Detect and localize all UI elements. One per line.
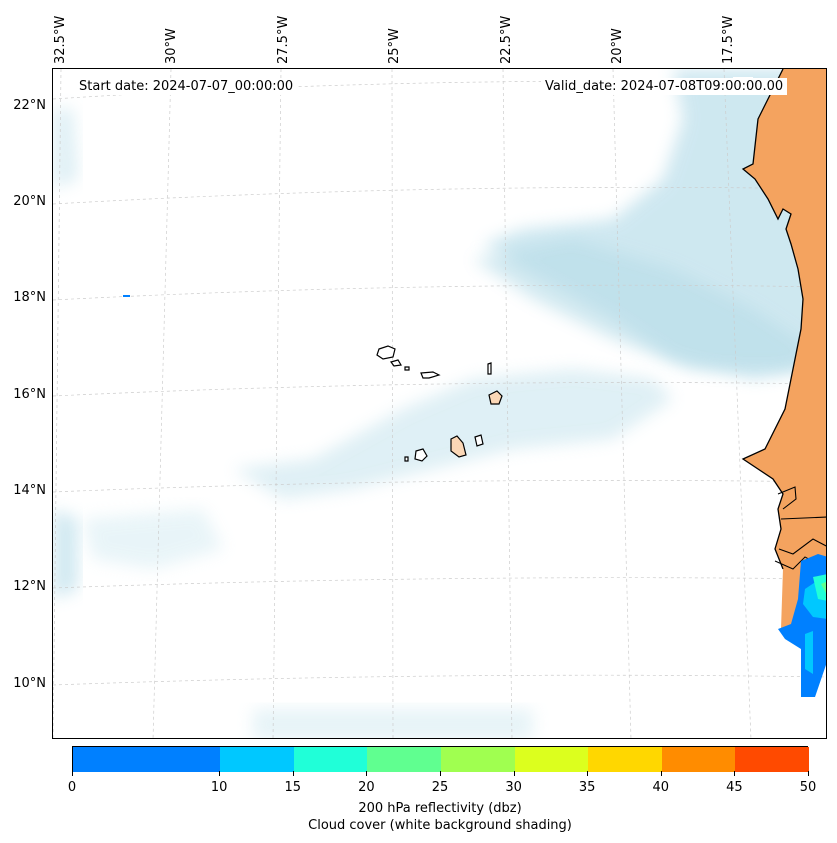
map-canvas: [53, 69, 826, 738]
colorbar-tick-label: 25: [431, 780, 449, 795]
colorbar-segment: [514, 747, 589, 772]
colorbar-tick: [440, 771, 441, 776]
colorbar-tick-label: 40: [652, 780, 670, 795]
lon-label-27-5w: 27.5°W: [276, 15, 291, 64]
colorbar-segment: [367, 747, 441, 772]
island-santo-antao: [376, 345, 396, 360]
colorbar-tick: [219, 771, 221, 776]
colorbar-segment: [220, 747, 294, 772]
colorbar-tick: [292, 771, 294, 776]
island-boa-vista: [488, 390, 503, 405]
island-sal: [487, 362, 492, 375]
colorbar-segment: [735, 747, 809, 772]
valid-date-label: Valid_date: 2024-07-08T09:00:00.00: [541, 78, 788, 95]
colorbar-tick-label: 15: [284, 780, 302, 795]
colorbar: [72, 746, 809, 772]
colorbar-tick-label: 20: [358, 780, 375, 795]
island-santiago: [450, 435, 467, 458]
colorbar-sublabel: Cloud cover (white background shading): [308, 818, 572, 833]
colorbar-segment: [73, 747, 221, 772]
colorbar-tick: [660, 771, 662, 776]
colorbar-tick-label: 30: [505, 780, 522, 795]
lon-label-22-5w: 22.5°W: [499, 15, 514, 64]
cloud-cover-shading: [53, 69, 826, 738]
colorbar-tick: [734, 771, 736, 776]
lon-label-30w: 30°W: [164, 28, 179, 64]
start-date-label: Start date: 2024-07-07_00:00:00: [75, 78, 298, 95]
island-sao-vicente: [389, 359, 402, 367]
graticule: [53, 69, 826, 738]
colorbar-tick: [513, 771, 515, 776]
colorbar-tick-label: 45: [726, 780, 743, 795]
cape-verde-islands: [376, 345, 503, 462]
island-maio: [474, 434, 484, 447]
lon-label-32-5w: 32.5°W: [53, 15, 68, 64]
colorbar-tick-label: 50: [799, 780, 817, 795]
lat-label-18n: 18°N: [13, 290, 46, 305]
lat-label-14n: 14°N: [13, 483, 46, 498]
lon-label-25w: 25°W: [387, 28, 402, 64]
colorbar-segment: [661, 747, 736, 772]
colorbar-tick: [366, 771, 368, 776]
colorbar-tick: [808, 771, 809, 776]
colorbar-tick: [72, 771, 73, 776]
lat-label-16n: 16°N: [13, 387, 46, 402]
lat-label-20n: 20°N: [13, 194, 46, 209]
colorbar-segment: [588, 747, 662, 772]
map-panel[interactable]: Start date: 2024-07-07_00:00:00 Valid_da…: [52, 68, 827, 739]
island-sao-nicolau: [420, 371, 441, 379]
island-brava: [404, 456, 409, 462]
colorbar-segment: [293, 747, 368, 772]
island-fogo: [414, 448, 428, 462]
island-santa-luzia: [404, 366, 410, 371]
lon-label-17-5w: 17.5°W: [721, 15, 736, 64]
lat-label-12n: 12°N: [13, 579, 46, 594]
colorbar-tick: [587, 771, 589, 776]
colorbar-tick-label: 10: [210, 780, 228, 795]
lat-label-22n: 22°N: [13, 98, 46, 113]
colorbar-tick-label: 0: [67, 780, 77, 795]
lon-label-20w: 20°W: [610, 28, 625, 64]
colorbar-tick-label: 35: [578, 780, 596, 795]
colorbar-segment: [441, 747, 515, 772]
colorbar-label: 200 hPa reflectivity (dbz): [358, 801, 522, 816]
reflectivity-echoes: [123, 295, 826, 697]
lat-label-10n: 10°N: [13, 676, 46, 691]
